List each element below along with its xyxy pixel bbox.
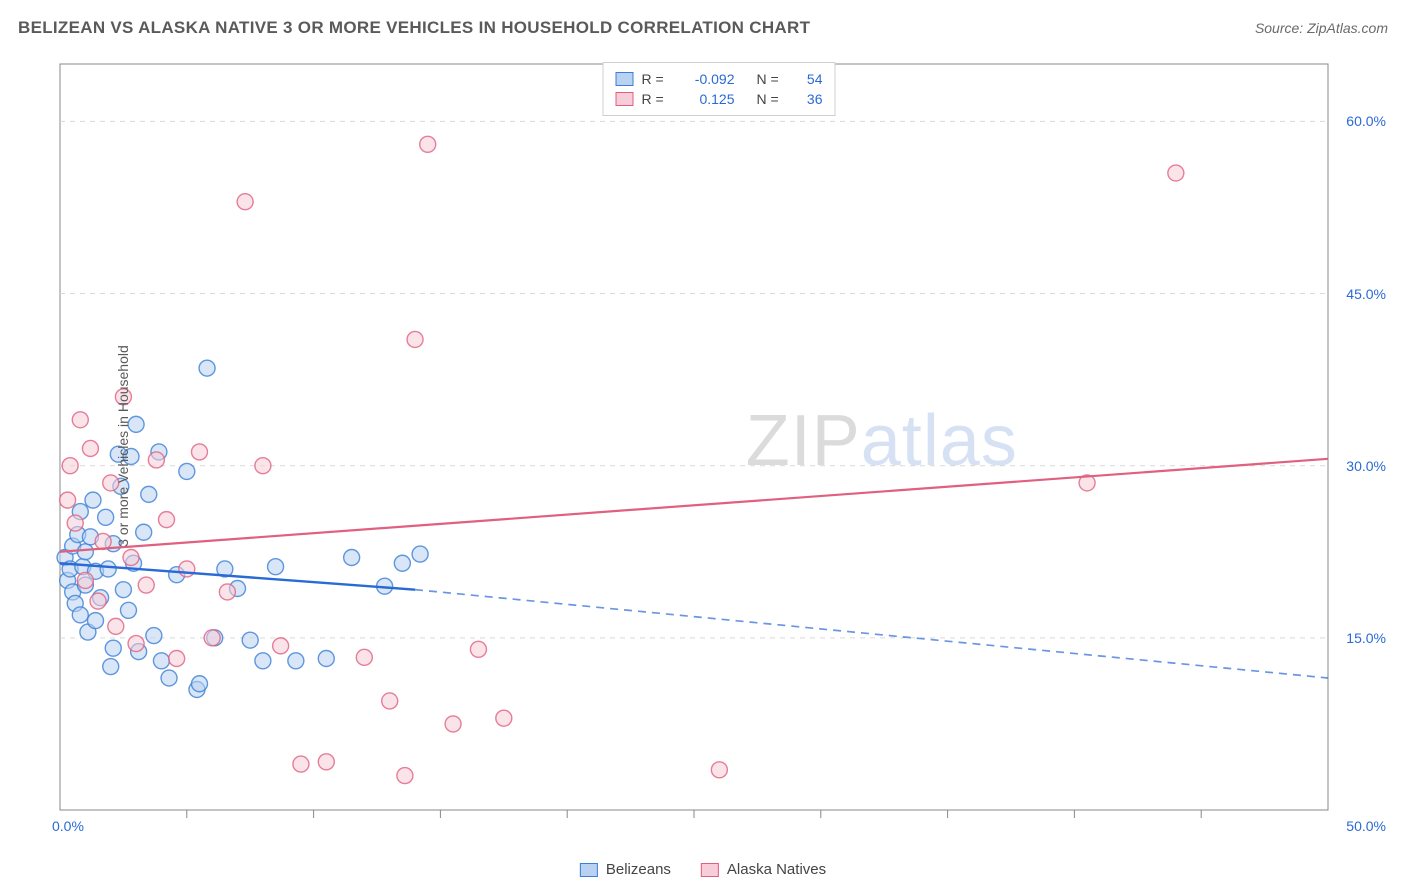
- xtick-origin: 0.0%: [52, 818, 84, 834]
- stat-value-n: 36: [795, 91, 823, 107]
- legend-stats-row: R = -0.092 N = 54: [616, 69, 823, 89]
- stat-value-n: 54: [795, 71, 823, 87]
- chart-title: BELIZEAN VS ALASKA NATIVE 3 OR MORE VEHI…: [18, 18, 810, 38]
- plot-wrapper: 3 or more Vehicles in Household ZIPatlas…: [50, 60, 1388, 832]
- legend-series: Belizeans Alaska Natives: [580, 861, 826, 878]
- xtick-max: 50.0%: [1346, 818, 1386, 834]
- legend-swatch: [580, 863, 598, 877]
- stat-value-r: 0.125: [680, 91, 735, 107]
- legend-label: Alaska Natives: [727, 861, 826, 878]
- legend-item: Belizeans: [580, 861, 671, 878]
- stat-label-r: R =: [642, 71, 672, 87]
- source-label: Source: ZipAtlas.com: [1255, 20, 1388, 36]
- legend-item: Alaska Natives: [701, 861, 826, 878]
- y-axis-label: 3 or more Vehicles in Household: [115, 345, 131, 547]
- legend-swatch: [616, 72, 634, 86]
- legend-stats: R = -0.092 N = 54 R = 0.125 N = 36: [603, 62, 836, 116]
- correlation-chart: [50, 60, 1388, 832]
- legend-stats-row: R = 0.125 N = 36: [616, 89, 823, 109]
- ytick-label: 60.0%: [1346, 113, 1386, 129]
- title-bar: BELIZEAN VS ALASKA NATIVE 3 OR MORE VEHI…: [18, 18, 1388, 38]
- stat-value-r: -0.092: [680, 71, 735, 87]
- ytick-label: 45.0%: [1346, 286, 1386, 302]
- ytick-label: 30.0%: [1346, 458, 1386, 474]
- legend-label: Belizeans: [606, 861, 671, 878]
- ytick-label: 15.0%: [1346, 630, 1386, 646]
- stat-label-n: N =: [757, 71, 787, 87]
- stat-label-r: R =: [642, 91, 672, 107]
- legend-swatch: [616, 92, 634, 106]
- stat-label-n: N =: [757, 91, 787, 107]
- legend-swatch: [701, 863, 719, 877]
